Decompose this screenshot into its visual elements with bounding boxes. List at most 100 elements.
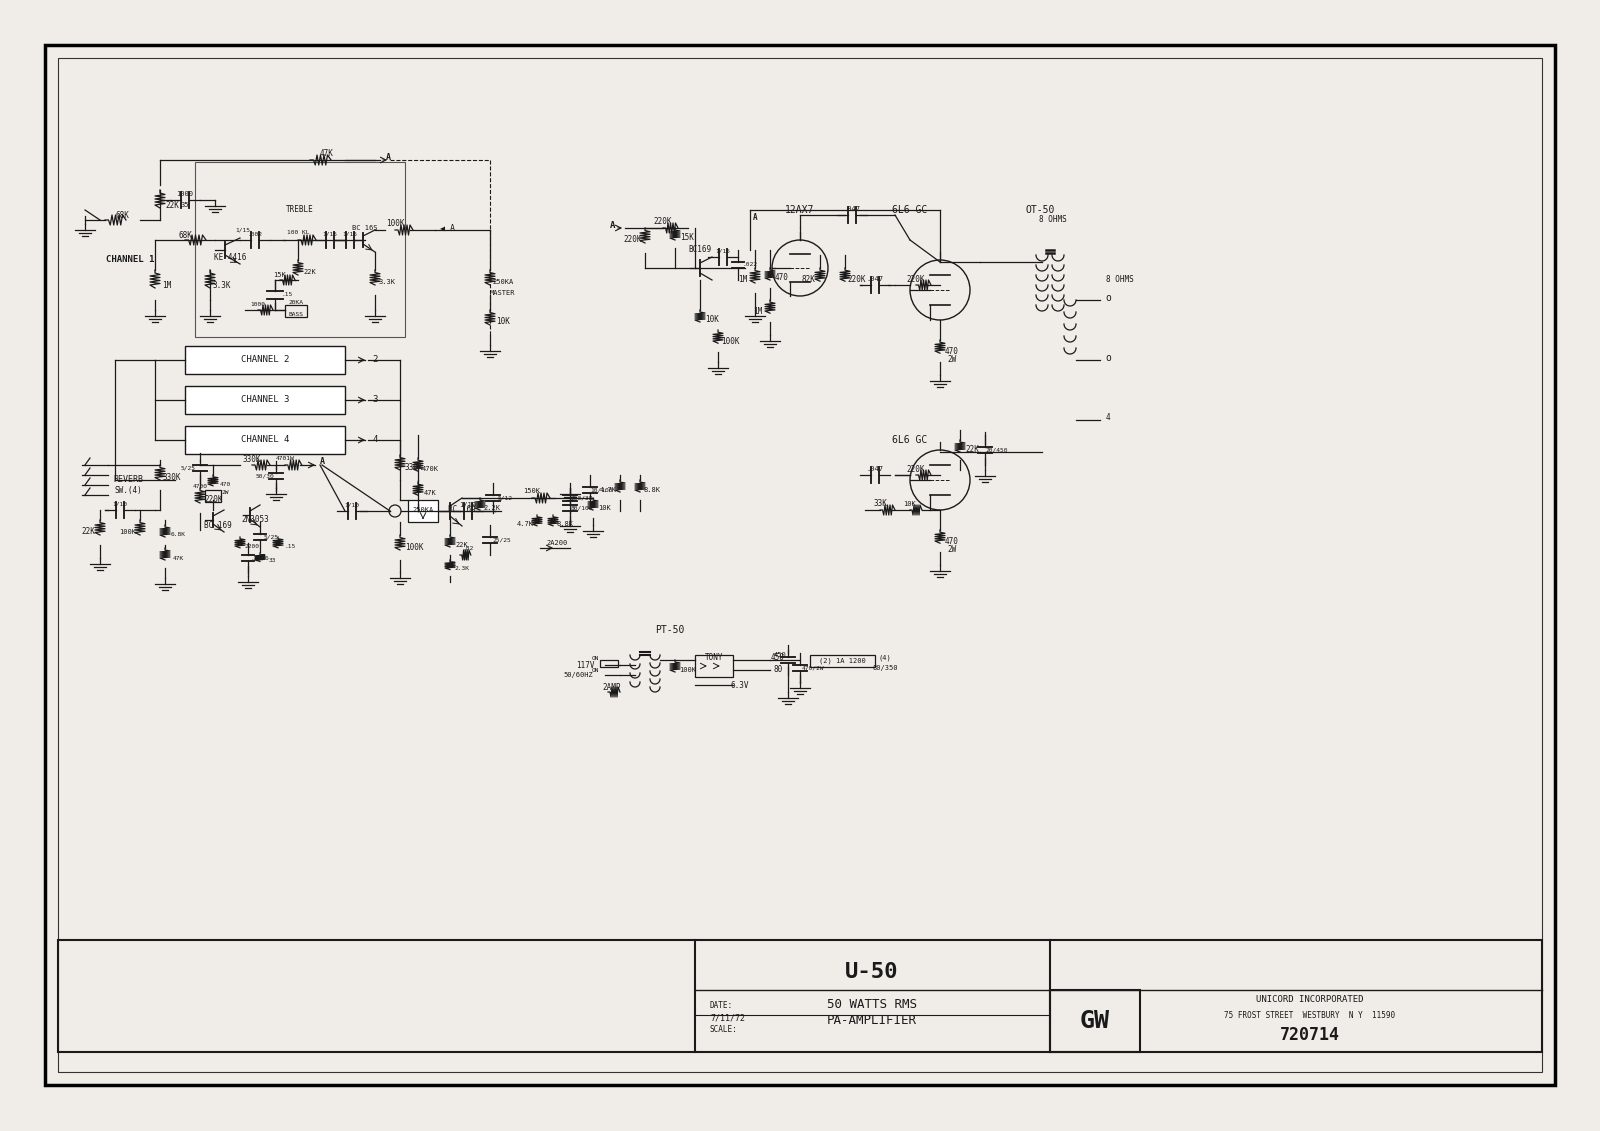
- Text: 3.3K: 3.3K: [379, 279, 395, 285]
- Text: 6.8K: 6.8K: [171, 533, 186, 537]
- Text: .30/6: .30/6: [251, 555, 269, 561]
- Text: 47K: 47K: [173, 555, 184, 561]
- Text: SCALE:: SCALE:: [710, 1026, 738, 1035]
- Text: 1M: 1M: [738, 276, 747, 285]
- Text: CHANNEL 4: CHANNEL 4: [242, 435, 290, 444]
- Text: o: o: [1106, 353, 1110, 363]
- Text: 3: 3: [373, 396, 378, 405]
- Text: BC 169: BC 169: [448, 506, 475, 515]
- Text: SW.(4): SW.(4): [114, 485, 142, 494]
- Text: .047: .047: [867, 466, 883, 472]
- Text: .022: .022: [742, 262, 757, 268]
- Text: 8.8K: 8.8K: [643, 487, 661, 493]
- Bar: [694, 655, 733, 677]
- Text: 220K: 220K: [624, 235, 642, 244]
- Text: 2W: 2W: [947, 545, 957, 554]
- Text: 10K: 10K: [598, 506, 611, 511]
- Text: 250/38: 250/38: [571, 495, 594, 501]
- Text: A: A: [752, 214, 757, 223]
- Text: 75 FROST STREET  WESTBURY  N Y  11590: 75 FROST STREET WESTBURY N Y 11590: [1224, 1010, 1395, 1019]
- Bar: [205, 490, 221, 502]
- Text: (2) 1A 1200: (2) 1A 1200: [819, 658, 866, 664]
- Text: 470: 470: [774, 274, 789, 283]
- Text: 4.7K: 4.7K: [517, 521, 533, 527]
- Text: A: A: [320, 458, 325, 466]
- Text: 8.8K: 8.8K: [557, 521, 573, 527]
- Text: 1M: 1M: [162, 280, 171, 290]
- Text: BC169: BC169: [688, 245, 712, 254]
- Text: 330K: 330K: [405, 463, 424, 472]
- Text: 1/15: 1/15: [715, 249, 731, 253]
- Text: .047: .047: [843, 206, 861, 211]
- Text: 6.3V: 6.3V: [731, 681, 749, 690]
- Text: 10K: 10K: [904, 501, 917, 507]
- Text: 2W: 2W: [221, 490, 229, 494]
- Text: 220K: 220K: [654, 217, 672, 226]
- Text: 68K: 68K: [115, 210, 130, 219]
- Text: 6L6 GC: 6L6 GC: [893, 435, 928, 444]
- Text: CHANNEL 2: CHANNEL 2: [242, 355, 290, 364]
- Text: 2.3K: 2.3K: [454, 566, 469, 570]
- Text: 250KA: 250KA: [493, 279, 514, 285]
- Text: 80/100: 80/100: [571, 506, 594, 510]
- Text: 2.2K: 2.2K: [483, 506, 501, 511]
- Text: 47K: 47K: [424, 490, 437, 497]
- Text: 2200: 2200: [245, 544, 259, 549]
- Text: 1/10: 1/10: [459, 502, 477, 508]
- Text: 25/25: 25/25: [493, 537, 512, 543]
- Text: 100K: 100K: [405, 543, 424, 552]
- Bar: [195, 162, 405, 337]
- Text: 20KA: 20KA: [288, 300, 304, 304]
- Text: 33: 33: [269, 558, 275, 562]
- Bar: [58, 58, 1542, 1072]
- Text: DATE:: DATE:: [710, 1001, 733, 1010]
- Text: .15: .15: [282, 293, 293, 297]
- Text: UNICORD INCORPORATED: UNICORD INCORPORATED: [1256, 995, 1363, 1004]
- Text: (4): (4): [878, 655, 891, 662]
- Text: 22K: 22K: [965, 446, 979, 455]
- Text: 68K: 68K: [178, 231, 192, 240]
- Bar: [408, 500, 438, 523]
- Text: 330K: 330K: [243, 455, 261, 464]
- Text: 1/10: 1/10: [344, 502, 360, 508]
- Text: U-50: U-50: [845, 962, 899, 982]
- Text: 80: 80: [773, 665, 782, 674]
- Text: 22K: 22K: [304, 269, 317, 275]
- Text: 5/25: 5/25: [181, 466, 195, 470]
- Text: 10K: 10K: [496, 318, 510, 327]
- Text: 450: 450: [771, 654, 786, 663]
- Text: 10/100: 10/100: [590, 487, 613, 492]
- Text: 50 WATTS RMS: 50 WATTS RMS: [827, 999, 917, 1011]
- Bar: [600, 661, 618, 667]
- Text: 330K: 330K: [163, 473, 181, 482]
- Text: 220K: 220K: [907, 465, 925, 474]
- Bar: [186, 426, 346, 454]
- Text: 1/15: 1/15: [235, 227, 251, 233]
- Text: KE 4416: KE 4416: [214, 253, 246, 262]
- Bar: [810, 655, 875, 667]
- Text: OT-50: OT-50: [1026, 205, 1054, 215]
- Text: 4: 4: [373, 435, 378, 444]
- Text: 100 KL: 100 KL: [286, 231, 309, 235]
- Text: 100K: 100K: [120, 529, 136, 535]
- Text: .82: .82: [462, 546, 474, 552]
- Text: 1M: 1M: [754, 307, 763, 316]
- Text: 50/30: 50/30: [256, 474, 274, 478]
- Bar: [285, 305, 307, 317]
- Text: PT-50: PT-50: [656, 625, 685, 634]
- Text: 4700: 4700: [192, 484, 208, 490]
- Text: TONY: TONY: [704, 654, 723, 663]
- Text: 7/11/72: 7/11/72: [710, 1013, 746, 1022]
- Text: 450: 450: [774, 651, 786, 658]
- Text: 100K: 100K: [720, 337, 739, 345]
- Text: 150K: 150K: [523, 487, 541, 494]
- Text: 470: 470: [219, 482, 230, 486]
- Text: 4.7K: 4.7K: [600, 487, 616, 493]
- Text: 6L6 GC: 6L6 GC: [893, 205, 928, 215]
- Text: ON: ON: [592, 656, 598, 661]
- Text: 1/15: 1/15: [323, 232, 338, 236]
- Text: 2W: 2W: [947, 355, 957, 364]
- Text: PA-AMPLIFIER: PA-AMPLIFIER: [827, 1013, 917, 1027]
- Text: 1000: 1000: [251, 302, 266, 307]
- Text: 22K: 22K: [82, 527, 94, 536]
